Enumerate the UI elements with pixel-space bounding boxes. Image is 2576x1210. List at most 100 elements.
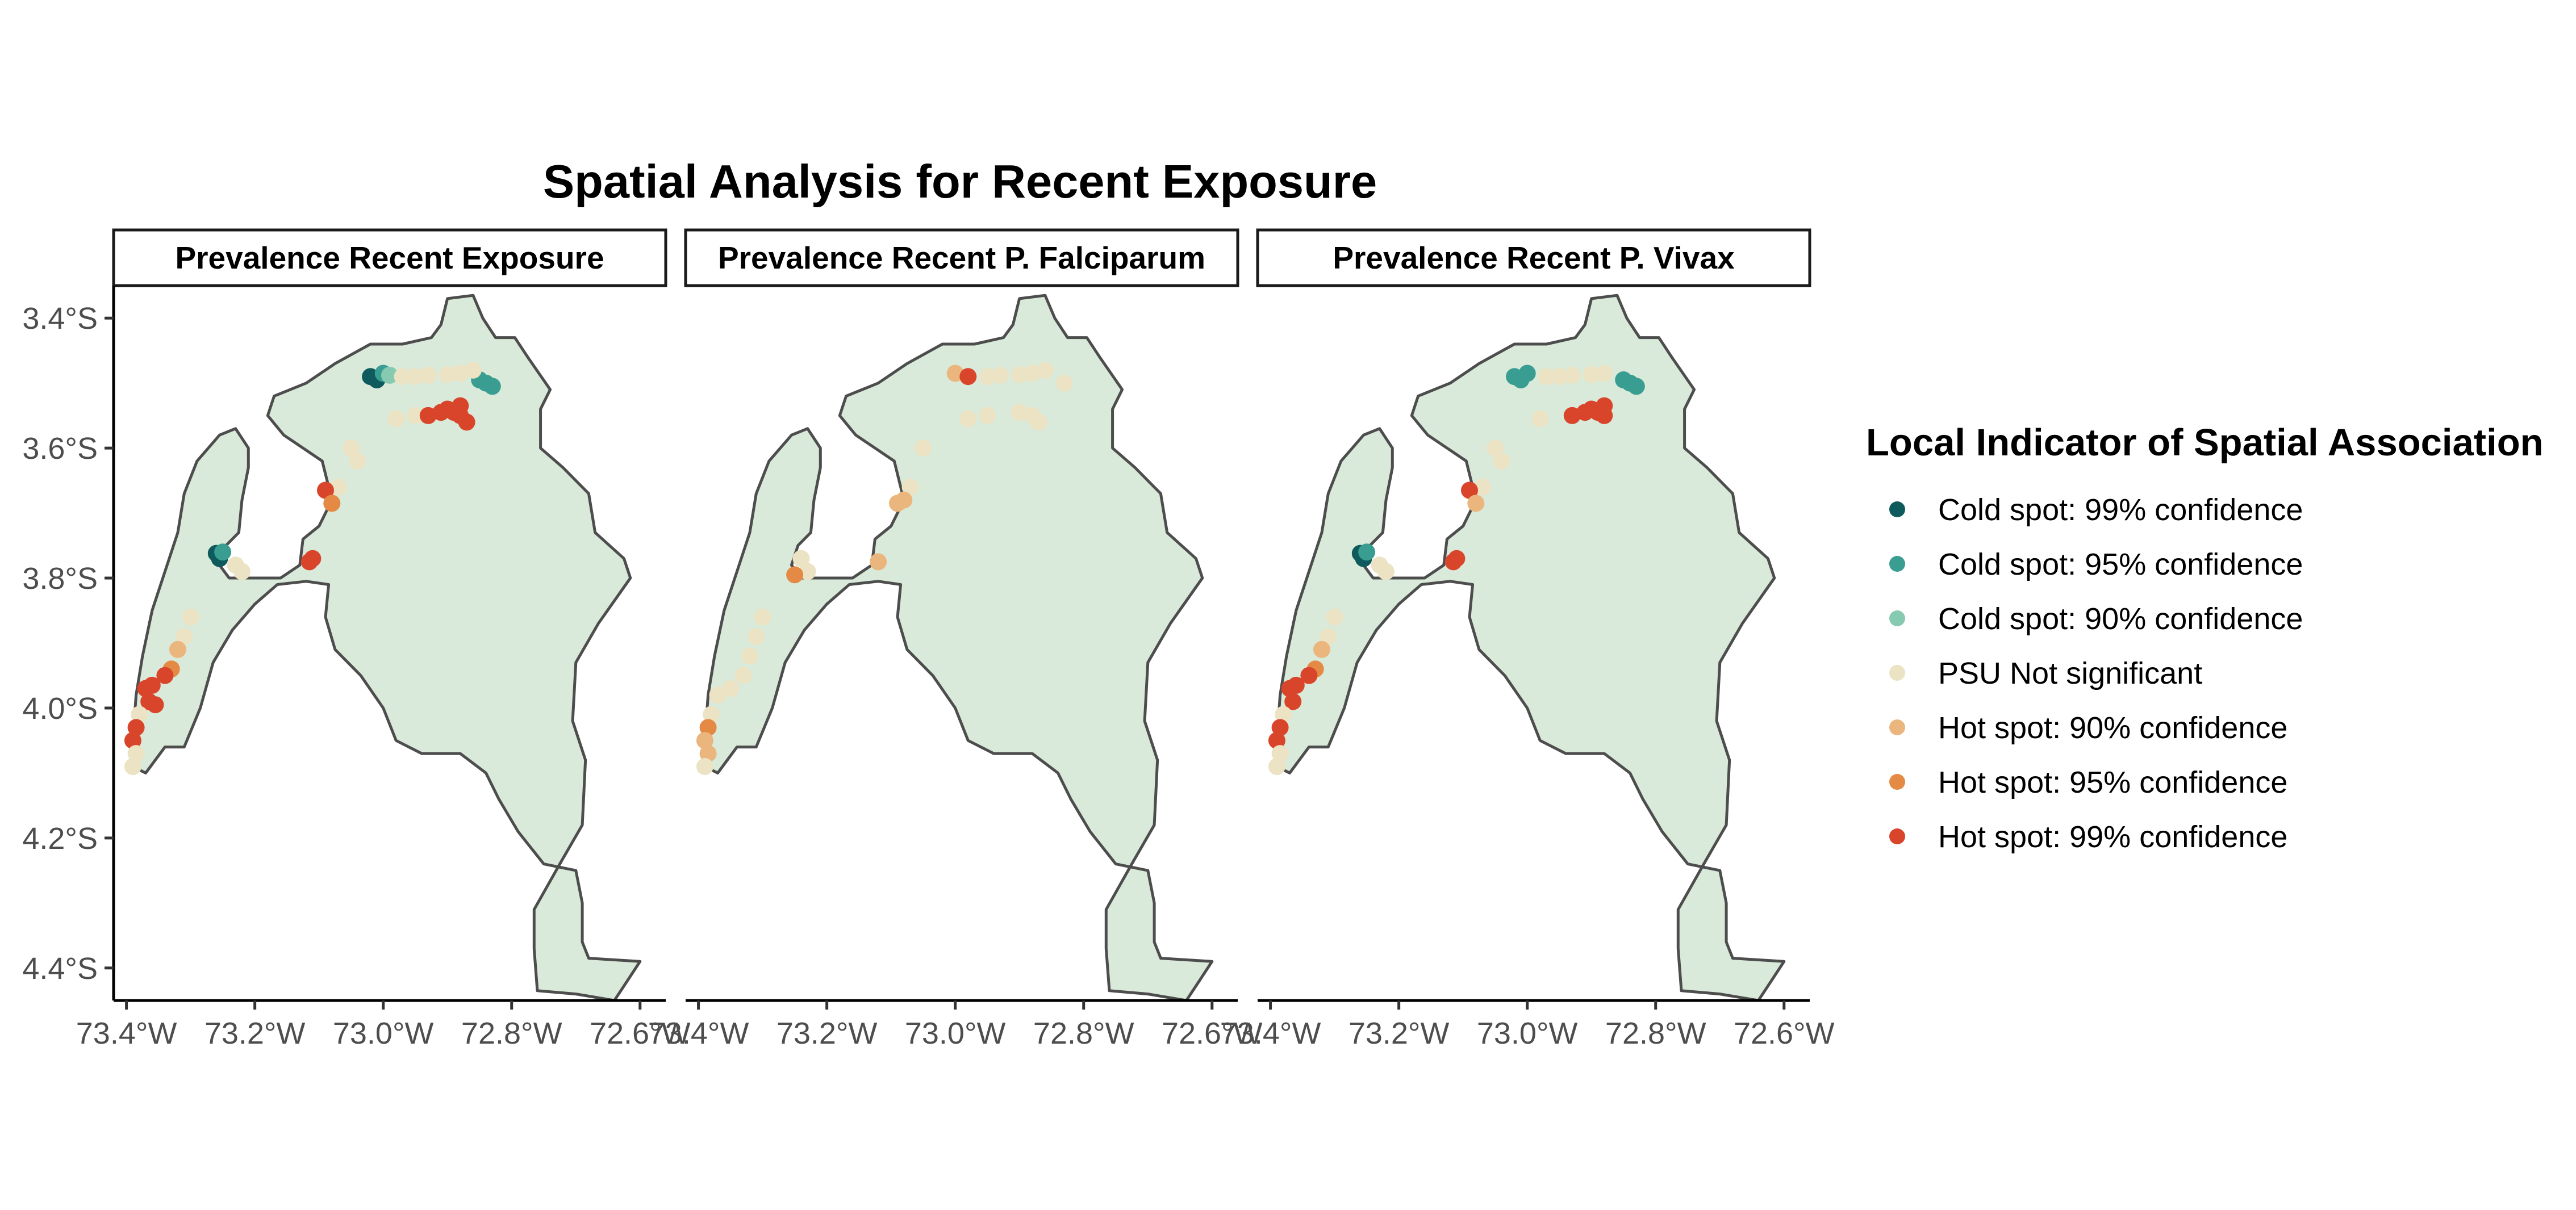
psu-point xyxy=(1377,563,1395,580)
x-tick-label: 72.6°W xyxy=(590,1016,691,1050)
psu-point xyxy=(1444,553,1462,571)
x-tick-label: 72.6°W xyxy=(1734,1016,1835,1050)
figure-title: Spatial Analysis for Recent Exposure xyxy=(543,155,1377,208)
psu-point xyxy=(901,478,919,496)
psu-point xyxy=(1275,706,1292,723)
psu-point xyxy=(131,706,148,723)
psu-point xyxy=(1563,407,1581,424)
psu-point xyxy=(343,439,360,457)
psu-point xyxy=(1030,413,1047,431)
x-tick-label: 73.0°W xyxy=(905,1016,1006,1050)
psu-point xyxy=(439,366,456,383)
x-tick-label: 73.4°W xyxy=(1220,1016,1321,1050)
psu-point xyxy=(323,495,341,512)
legend-label: Cold spot: 95% confidence xyxy=(1938,547,2303,581)
psu-point xyxy=(329,478,347,496)
psu-point xyxy=(124,732,141,750)
panel-title: Prevalence Recent P. Falciparum xyxy=(718,240,1205,275)
map-panel: Prevalence Recent P. Falciparum 73.4°W 73.… xyxy=(648,228,1263,1050)
map-panel: Prevalence Recent Exposure 73.4°W 73.2°W 73… xyxy=(76,228,691,1050)
x-tick-label: 72.8°W xyxy=(461,1016,562,1050)
psu-point xyxy=(419,407,437,424)
psu-point xyxy=(979,368,996,386)
psu-point xyxy=(959,368,977,386)
legend-swatch xyxy=(1889,719,1905,735)
psu-point xyxy=(407,407,424,424)
panel-title: Prevalence Recent P. Vivax xyxy=(1333,240,1735,275)
legend-swatch xyxy=(1889,610,1905,626)
psu-point xyxy=(1055,374,1073,392)
psu-point xyxy=(915,439,932,457)
psu-point xyxy=(300,553,318,571)
psu-point xyxy=(946,365,964,382)
psu-point xyxy=(214,543,232,561)
psu-point xyxy=(419,366,437,384)
y-tick-label: 3.8°S xyxy=(22,562,98,596)
y-tick-label: 4.0°S xyxy=(22,692,98,726)
psu-point xyxy=(381,366,398,384)
psu-point xyxy=(1320,628,1337,646)
psu-points xyxy=(1268,365,1645,775)
psu-point xyxy=(741,647,758,665)
psu-point xyxy=(1518,365,1536,382)
psu-point xyxy=(1300,667,1318,684)
legend-swatch xyxy=(1889,774,1905,790)
map-panels: Prevalence Recent Exposure 73.4°W 73.2°W 73… xyxy=(76,228,1835,1050)
psu-point xyxy=(1461,482,1478,499)
legend-label: Hot spot: 99% confidence xyxy=(1938,820,2287,854)
x-tick-label: 72.8°W xyxy=(1605,1016,1706,1050)
legend-swatch xyxy=(1889,665,1905,681)
psu-point xyxy=(464,361,482,379)
psu-point xyxy=(1284,693,1302,710)
psu-point xyxy=(182,608,199,626)
psu-point xyxy=(452,365,469,382)
psu-point xyxy=(703,706,720,723)
psu-point xyxy=(1281,680,1299,697)
psu-point xyxy=(786,566,804,584)
psu-point xyxy=(1036,361,1054,379)
x-tick-label: 72.8°W xyxy=(1033,1016,1134,1050)
x-tick-label: 72.6°W xyxy=(1162,1016,1263,1050)
psu-point xyxy=(458,413,475,431)
x-tick-label: 73.0°W xyxy=(1477,1016,1578,1050)
region-outline xyxy=(131,294,642,1002)
legend-swatch xyxy=(1889,828,1905,844)
psu-point xyxy=(1596,397,1613,415)
legend-label: Hot spot: 95% confidence xyxy=(1938,765,2287,799)
psu-point xyxy=(1024,365,1041,382)
x-tick-label: 73.4°W xyxy=(76,1016,177,1050)
legend-title: Local Indicator of Spatial Association xyxy=(1866,421,2544,464)
legend-items: Cold spot: 99% confidence Cold spot: 95% … xyxy=(1889,493,2303,854)
psu-point xyxy=(959,410,977,428)
psu-point xyxy=(1271,719,1289,736)
psu-point xyxy=(722,680,740,697)
psu-point xyxy=(349,453,366,470)
x-tick-label: 73.2°W xyxy=(776,1016,878,1050)
psu-point xyxy=(696,758,713,775)
panel-strip xyxy=(112,228,667,287)
y-tick-label: 4.4°S xyxy=(22,952,98,986)
psu-point xyxy=(317,482,334,499)
psu-points xyxy=(124,361,501,775)
psu-point xyxy=(127,719,145,736)
psu-point xyxy=(699,745,717,763)
psu-point xyxy=(1313,640,1330,658)
psu-point xyxy=(156,667,174,684)
y-axis: 3.4°S 3.6°S 3.8°S 4.0°S 4.2°S 4.4°S xyxy=(22,286,115,1000)
psu-point xyxy=(991,366,1009,384)
psu-point xyxy=(176,628,193,646)
psu-point xyxy=(696,732,713,750)
x-tick-label: 73.2°W xyxy=(1348,1016,1450,1050)
psu-point xyxy=(734,667,752,684)
psu-point xyxy=(1551,368,1568,386)
psu-point xyxy=(1358,543,1376,561)
psu-point xyxy=(233,563,250,580)
psu-point xyxy=(1467,495,1485,512)
psu-point xyxy=(748,628,765,646)
y-tick-label: 4.2°S xyxy=(22,822,98,856)
legend-label: Cold spot: 90% confidence xyxy=(1938,602,2303,636)
legend-label: Hot spot: 90% confidence xyxy=(1938,711,2287,745)
x-tick-label: 73.0°W xyxy=(333,1016,434,1050)
psu-point xyxy=(1627,378,1645,395)
